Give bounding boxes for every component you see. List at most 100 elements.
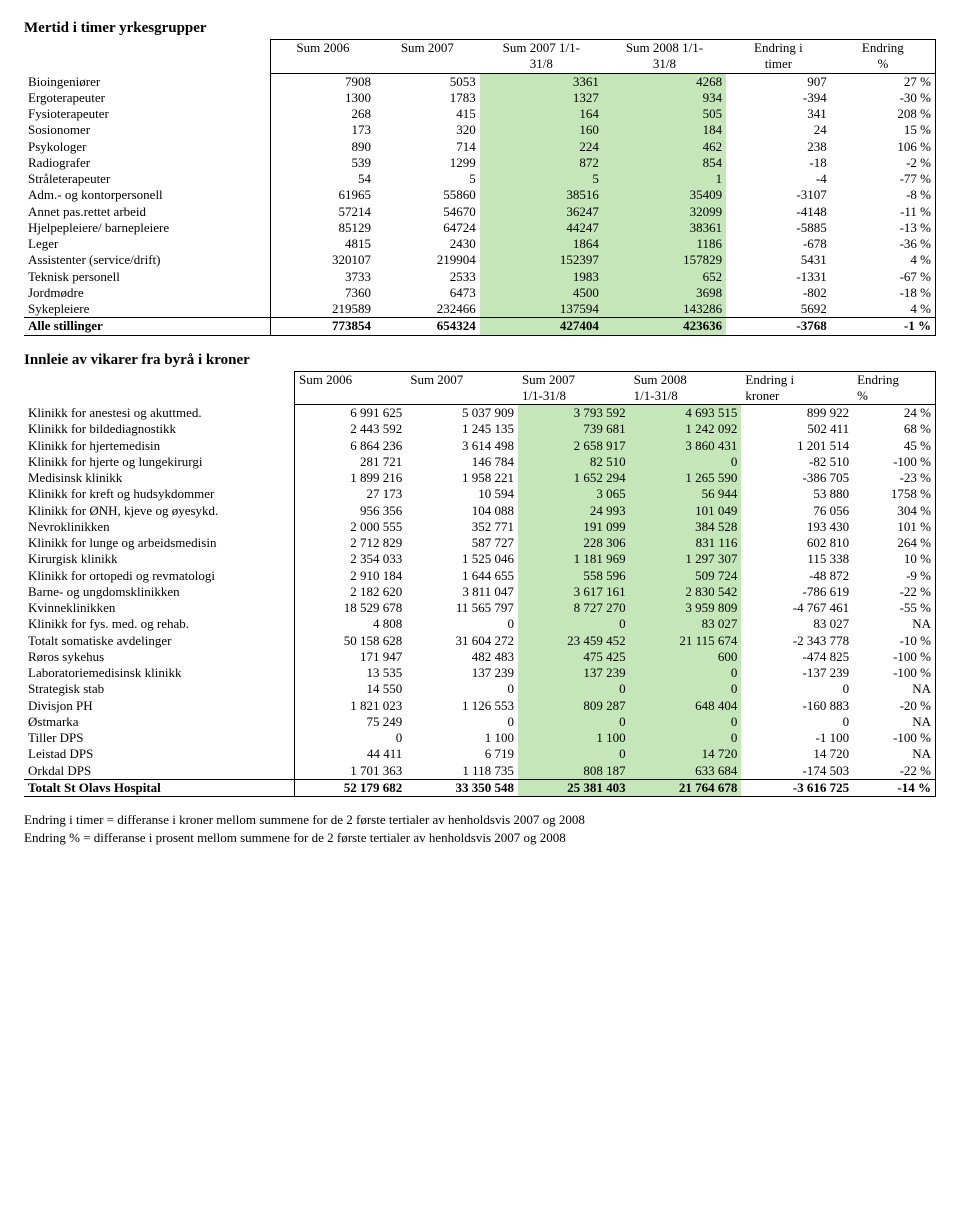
- row-label: Bioingeniører: [24, 73, 270, 90]
- cell: 5431: [726, 252, 831, 268]
- cell: -802: [726, 285, 831, 301]
- cell: 3 617 161: [518, 584, 630, 600]
- cell: 232466: [375, 301, 480, 318]
- cell: 1 181 969: [518, 551, 630, 567]
- cell: 104 088: [406, 503, 518, 519]
- row-label: Tiller DPS: [24, 730, 295, 746]
- cell: -3 616 725: [741, 779, 853, 796]
- table-row: Annet pas.rettet arbeid57214546703624732…: [24, 204, 936, 220]
- cell: 415: [375, 106, 480, 122]
- cell: 101 %: [853, 519, 935, 535]
- cell: -1 %: [831, 318, 936, 335]
- row-label: Kvinneklinikken: [24, 600, 295, 616]
- cell: 384 528: [630, 519, 742, 535]
- cell: 3 793 592: [518, 405, 630, 422]
- row-label: Fysioterapeuter: [24, 106, 270, 122]
- cell: 33 350 548: [406, 779, 518, 796]
- cell: -48 872: [741, 568, 853, 584]
- cell: 10 %: [853, 551, 935, 567]
- cell: -5885: [726, 220, 831, 236]
- cell: 773854: [270, 318, 375, 335]
- col-sum2008p: Sum 2008: [630, 371, 742, 388]
- cell: -137 239: [741, 665, 853, 681]
- footnote-1: Endring i timer = differanse i kroner me…: [24, 811, 936, 829]
- cell: 1186: [603, 236, 726, 252]
- table-row: Laboratoriemedisinsk klinikk13 535137 23…: [24, 665, 936, 681]
- cell: 2 658 917: [518, 438, 630, 454]
- cell: -55 %: [853, 600, 935, 616]
- cell: 24 %: [853, 405, 935, 422]
- row-label: Leistad DPS: [24, 746, 295, 762]
- cell: 0: [630, 665, 742, 681]
- cell: 0: [518, 714, 630, 730]
- cell: -1 100: [741, 730, 853, 746]
- table-row: Psykologer890714224462238106 %: [24, 139, 936, 155]
- cell: -100 %: [853, 649, 935, 665]
- cell: -3107: [726, 187, 831, 203]
- cell: 0: [630, 730, 742, 746]
- cell: 1 297 307: [630, 551, 742, 567]
- table1-header-row1: Sum 2006 Sum 2007 Sum 2007 1/1- Sum 2008…: [24, 40, 936, 57]
- cell: -160 883: [741, 698, 853, 714]
- cell: 890: [270, 139, 375, 155]
- cell: 3 860 431: [630, 438, 742, 454]
- cell: -82 510: [741, 454, 853, 470]
- cell: -4148: [726, 204, 831, 220]
- cell: 4815: [270, 236, 375, 252]
- table-row: Leistad DPS44 4116 719014 72014 720NA: [24, 746, 936, 762]
- cell: 1 265 590: [630, 470, 742, 486]
- cell: 809 287: [518, 698, 630, 714]
- cell: -394: [726, 90, 831, 106]
- cell: 899 922: [741, 405, 853, 422]
- cell: 27 173: [295, 486, 407, 502]
- cell: 27 %: [831, 73, 936, 90]
- cell: 2 000 555: [295, 519, 407, 535]
- table2-header-row1: Sum 2006 Sum 2007 Sum 2007 Sum 2008 Endr…: [24, 371, 936, 388]
- cell: 2 712 829: [295, 535, 407, 551]
- cell: 0: [741, 681, 853, 697]
- cell: 1 100: [518, 730, 630, 746]
- cell: 3 811 047: [406, 584, 518, 600]
- cell: 24: [726, 122, 831, 138]
- cell: -36 %: [831, 236, 936, 252]
- cell: 85129: [270, 220, 375, 236]
- cell: -18: [726, 155, 831, 171]
- row-label: Assistenter (service/drift): [24, 252, 270, 268]
- col-sum2007: Sum 2007: [406, 371, 518, 388]
- cell: -100 %: [853, 665, 935, 681]
- cell: 21 764 678: [630, 779, 742, 796]
- cell: 5: [375, 171, 480, 187]
- table1-total-row: Alle stillinger773854654324427404423636-…: [24, 318, 936, 335]
- table-row: Orkdal DPS1 701 3631 118 735808 187633 6…: [24, 763, 936, 780]
- row-label: Østmarka: [24, 714, 295, 730]
- cell: 2 910 184: [295, 568, 407, 584]
- table-row: Jordmødre7360647345003698-802-18 %: [24, 285, 936, 301]
- cell: 502 411: [741, 421, 853, 437]
- table-row: Adm.- og kontorpersonell6196555860385163…: [24, 187, 936, 203]
- row-label: Divisjon PH: [24, 698, 295, 714]
- cell: 6473: [375, 285, 480, 301]
- cell: 137 239: [406, 665, 518, 681]
- cell: 6 719: [406, 746, 518, 762]
- cell: 50 158 628: [295, 633, 407, 649]
- row-label: Klinikk for bildediagnostikk: [24, 421, 295, 437]
- row-label: Barne- og ungdomsklinikken: [24, 584, 295, 600]
- table-row: Klinikk for ØNH, kjeve og øyesykd.956 35…: [24, 503, 936, 519]
- cell: 152397: [480, 252, 603, 268]
- cell: 2430: [375, 236, 480, 252]
- cell: 38516: [480, 187, 603, 203]
- cell: 5053: [375, 73, 480, 90]
- cell: 2 443 592: [295, 421, 407, 437]
- cell: 423636: [603, 318, 726, 335]
- row-label: Nevroklinikken: [24, 519, 295, 535]
- cell: -678: [726, 236, 831, 252]
- cell: -10 %: [853, 633, 935, 649]
- table-row: Ergoterapeuter130017831327934-394-30 %: [24, 90, 936, 106]
- cell: 14 720: [741, 746, 853, 762]
- cell: -8 %: [831, 187, 936, 203]
- cell: 0: [518, 616, 630, 632]
- cell: 45 %: [853, 438, 935, 454]
- cell: 224: [480, 139, 603, 155]
- cell: -386 705: [741, 470, 853, 486]
- row-label: Teknisk personell: [24, 269, 270, 285]
